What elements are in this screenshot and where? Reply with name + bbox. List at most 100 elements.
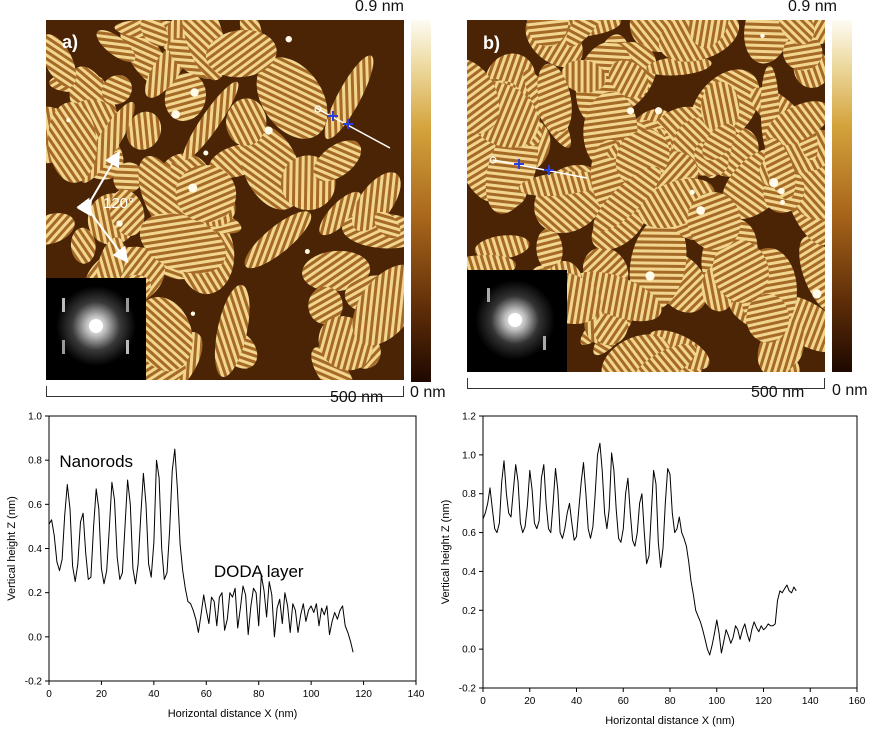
y-tick-label: 0.6 [28, 500, 42, 511]
nanorod-domain [324, 55, 374, 140]
nanorod-domain [474, 235, 530, 260]
nanorod-domain [311, 346, 355, 380]
nanorod-domain [205, 29, 277, 78]
particle-spot [626, 107, 635, 115]
y-axis-label: Vertical height Z (nm) [440, 500, 452, 605]
x-axis-label: Horizontal distance X (nm) [168, 708, 298, 720]
particle-spot [188, 183, 198, 193]
nanorod-domain [765, 101, 825, 146]
fft-inset-a [46, 278, 146, 380]
height-profile-line [48, 448, 354, 653]
nanorod-domain [782, 34, 823, 71]
particle-spot [264, 126, 273, 135]
x-tick-label: 120 [355, 689, 372, 700]
colorbar-a [411, 20, 431, 382]
nanorod-domain [134, 296, 193, 372]
scale-bar-b [467, 378, 825, 389]
nanorod-domain [140, 20, 169, 47]
nanorod-domain [256, 57, 328, 139]
nanorod-domain [608, 60, 649, 98]
colorbar-max-b: 0.9 nm [788, 0, 837, 15]
nanorod-domain [744, 20, 792, 64]
x-tick-label: 140 [408, 689, 425, 700]
x-tick-label: 100 [303, 689, 320, 700]
fft-pattern-a [56, 286, 136, 366]
y-tick-label: 0.2 [462, 606, 476, 617]
x-tick-label: 80 [664, 696, 676, 707]
afm-image-b [467, 20, 825, 372]
nanorod-domain [799, 236, 825, 315]
nanorod-domain [319, 191, 362, 236]
angle-label-a: 120° [103, 195, 135, 212]
particle-spot [203, 150, 209, 156]
y-tick-label: 1.2 [462, 412, 476, 423]
height-profile-line [482, 442, 797, 656]
y-tick-label: 0.8 [462, 489, 476, 500]
particle-spot [769, 178, 779, 188]
y-tick-label: 0.0 [462, 645, 476, 656]
x-tick-label: 20 [524, 696, 536, 707]
nanorod-domain [689, 20, 729, 48]
nanorod-domain [778, 20, 815, 45]
x-tick-label: 40 [571, 696, 583, 707]
nanorod-domain [302, 250, 371, 292]
nanorod-domain [593, 166, 661, 232]
nanorod-domain [790, 161, 825, 220]
x-tick-label: 160 [849, 696, 866, 707]
nanorod-domain [139, 213, 227, 274]
x-tick-label: 80 [253, 689, 265, 700]
panel-label-a: a) [62, 32, 79, 52]
nanorod-domain [629, 216, 687, 311]
nanorod-domain [537, 63, 572, 133]
nanorod-domain [646, 56, 712, 76]
y-tick-label: 0.4 [28, 544, 42, 555]
y-tick-label: 0.0 [28, 632, 42, 643]
panel-label-b: b) [483, 33, 500, 53]
height-profile-chart-b: 0 20 40 60 80 100 120 140 160 -0.2 0.0 0.2 0.4 0.6 0.8… [440, 412, 866, 728]
particle-spot [689, 189, 695, 195]
scale-label-b: 500 nm [751, 384, 805, 401]
y-tick-label: 1.0 [462, 450, 476, 461]
nanorod-domain [164, 73, 206, 122]
nanorod-domain [467, 58, 500, 134]
nanorod-domain [352, 172, 401, 232]
nanorod-domain [126, 111, 162, 150]
nanorod-domain [571, 271, 662, 322]
nanorod-domain [593, 311, 628, 346]
particle-spot [190, 311, 196, 316]
colorbar-min-b: 0 nm [832, 382, 868, 399]
particle-spot [778, 187, 785, 195]
x-tick-label: 60 [618, 696, 630, 707]
colorbar-max-a: 0.9 nm [355, 0, 404, 15]
x-tick-label: 140 [802, 696, 819, 707]
nanorod-domain [631, 343, 697, 372]
fft-inset-b [467, 270, 567, 372]
nanorod-domain [527, 20, 569, 47]
nanorod-domain [46, 34, 77, 88]
scale-label-a: 500 nm [330, 389, 384, 406]
nanorod-domain [536, 228, 563, 271]
y-tick-label: 0.2 [28, 588, 42, 599]
particle-spot [696, 206, 706, 215]
particle-spot [285, 35, 292, 43]
x-axis-label: Horizontal distance X (nm) [605, 715, 735, 727]
particle-spot [171, 110, 181, 119]
x-tick-label: 100 [708, 696, 725, 707]
nanorod-domain [214, 284, 250, 377]
x-tick-label: 60 [201, 689, 213, 700]
nanorod-domain [565, 20, 606, 47]
chart-annotation: Nanorods [59, 452, 133, 471]
y-tick-label: 0.4 [462, 567, 476, 578]
particle-spot [304, 249, 310, 254]
chart-annotation: DODA layer [214, 562, 304, 581]
nanorod-domain [96, 30, 136, 62]
angle-arrows-a [76, 105, 391, 264]
y-axis-label: Vertical height Z (nm) [6, 496, 18, 601]
nanorod-domain [700, 81, 740, 135]
afm-image-b-texture [467, 20, 825, 372]
nanorod-domain [746, 293, 790, 343]
x-tick-label: 0 [46, 689, 52, 700]
y-tick-label: -0.2 [459, 684, 477, 695]
colorbar-min-a: 0 nm [410, 384, 446, 401]
particle-spot [66, 117, 71, 123]
